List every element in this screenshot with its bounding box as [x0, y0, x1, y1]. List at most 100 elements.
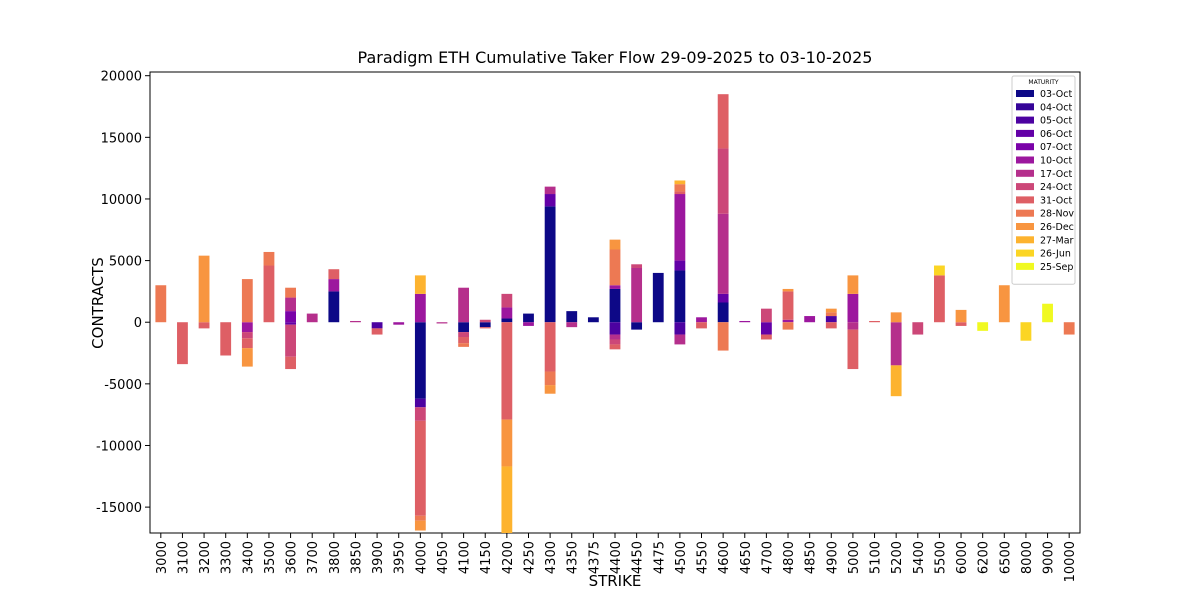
legend-swatch [1016, 143, 1034, 151]
legend-label: 28-Nov [1040, 209, 1074, 220]
legend-label: 03-Oct [1040, 89, 1072, 100]
x-tick-label: 4650 [739, 541, 754, 574]
x-tick-label: 3100 [176, 541, 191, 574]
bar-segment [414, 293, 426, 323]
bar-segment [890, 312, 902, 323]
bar-segment [674, 184, 686, 192]
x-tick-label: 3600 [285, 541, 300, 574]
bar-segment [414, 420, 426, 516]
bar-segment [263, 265, 275, 323]
legend-label: 31-Oct [1040, 195, 1072, 206]
bar-segment [479, 319, 491, 323]
x-tick-label: 6000 [955, 541, 970, 574]
bar-segment [523, 313, 534, 323]
bar-segment [609, 339, 621, 345]
bar-segment [285, 311, 296, 323]
legend-label: 25-Sep [1040, 262, 1073, 273]
bar-segment [955, 322, 967, 326]
bar-segment [977, 322, 989, 331]
bar-segment [479, 327, 491, 329]
legend-label: 27-Mar [1040, 235, 1074, 246]
legend-label: 10-Oct [1040, 156, 1072, 167]
bar-segment [458, 337, 470, 344]
x-tick-label: 4800 [782, 541, 797, 574]
bar-segment [458, 287, 470, 323]
bar-segment [458, 343, 470, 347]
bar-segment [414, 322, 426, 399]
bar-segment [825, 308, 837, 313]
bar-segment [544, 371, 556, 386]
legend-label: 06-Oct [1040, 129, 1072, 140]
x-tick-label: 10000 [1063, 541, 1078, 582]
bar-segment [414, 398, 426, 408]
y-tick-label: -5000 [104, 378, 142, 393]
x-tick-label: 3000 [155, 541, 170, 574]
bar-segment [393, 322, 405, 325]
x-tick-label: 4375 [587, 541, 602, 574]
legend-swatch [1016, 156, 1034, 164]
bar-segment [934, 275, 945, 323]
bar-segment [804, 316, 816, 323]
bar-segment [674, 322, 686, 335]
x-tick-label: 4550 [696, 541, 711, 574]
bar-segment [501, 322, 513, 420]
x-tick-label: 4900 [825, 541, 840, 574]
bar-segment [912, 322, 924, 335]
x-tick-label: 4000 [414, 541, 429, 574]
bar-segment [414, 515, 426, 521]
bar-segment [414, 520, 426, 531]
y-tick-label: 0 [134, 316, 142, 331]
bar-segment [566, 322, 578, 328]
bar-segment [609, 249, 621, 286]
bar-segment [544, 385, 556, 394]
legend-label: 17-Oct [1040, 169, 1072, 180]
bar-segment [241, 279, 253, 323]
bar-segment [523, 322, 534, 326]
x-tick-label: 4850 [804, 541, 819, 574]
x-tick-label: 6500 [998, 541, 1013, 574]
bar-segment [609, 344, 621, 350]
bar-segment [544, 322, 556, 372]
bar-segment [501, 293, 513, 308]
bar-segment [1063, 322, 1075, 335]
x-tick-label: 3900 [371, 541, 386, 574]
bar-segment [717, 293, 729, 303]
bar-segment [825, 312, 837, 317]
y-tick-label: 10000 [101, 193, 142, 208]
bar-segment [285, 324, 296, 357]
x-tick-label: 5100 [869, 541, 884, 574]
bar-segment [285, 322, 296, 325]
bar-segment [631, 267, 643, 323]
x-tick-label: 3200 [198, 541, 213, 574]
bar-segment [782, 288, 794, 292]
bar-segment [674, 194, 686, 261]
bar-segment [414, 275, 426, 294]
bar-segment [825, 316, 837, 323]
bar-segment [544, 186, 556, 195]
bar-segment [544, 206, 556, 323]
bar-segment [501, 307, 513, 319]
bar-segment [717, 213, 729, 294]
bar-segment [998, 285, 1010, 323]
x-tick-label: 4300 [544, 541, 559, 574]
bar-segment [717, 322, 729, 351]
bar-segment [847, 293, 859, 323]
bar-segment [760, 334, 772, 340]
bar-segment [414, 407, 426, 421]
x-tick-label: 3800 [328, 541, 343, 574]
bar-segment [285, 287, 296, 298]
x-tick-label: 3500 [263, 541, 278, 574]
bar-segment [263, 251, 275, 266]
bar-segment [1042, 303, 1053, 323]
bar-segment [890, 365, 902, 397]
legend-title: MATURITY [1028, 79, 1058, 86]
chart-title: Paradigm ETH Cumulative Taker Flow 29-09… [358, 48, 873, 67]
bar-segment [306, 313, 318, 323]
x-tick-label: 4100 [458, 541, 473, 574]
bar-segment [285, 356, 296, 370]
bar-segment [674, 180, 686, 185]
legend-swatch [1016, 223, 1034, 230]
bar-segment [241, 332, 253, 339]
x-tick-label: 4150 [479, 541, 494, 574]
x-tick-label: 4500 [674, 541, 689, 574]
